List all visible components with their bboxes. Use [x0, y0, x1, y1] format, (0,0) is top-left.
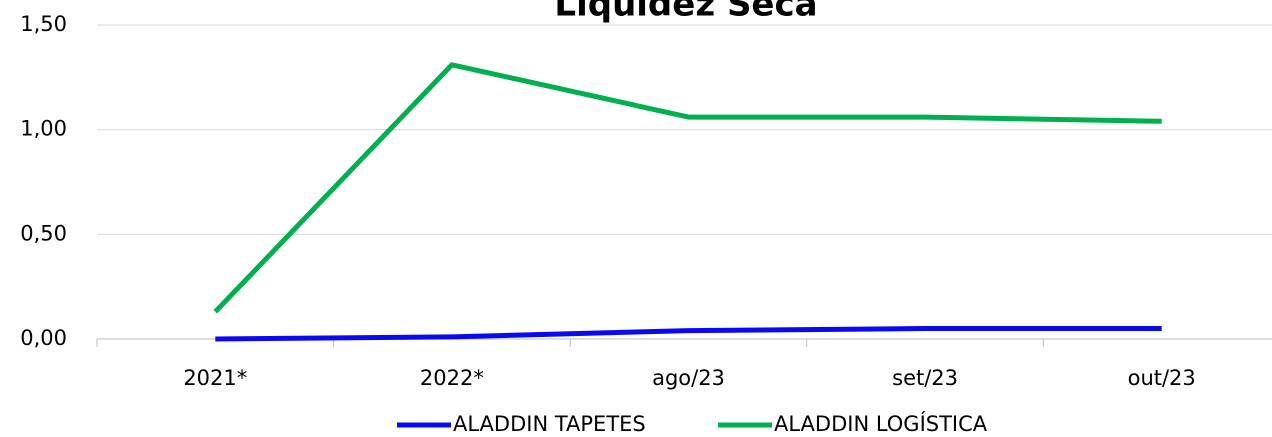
legend-label: ALADDIN TAPETES	[453, 412, 646, 436]
x-tick-label: out/23	[1128, 366, 1196, 390]
y-tick-label: 0,50	[20, 221, 67, 245]
legend-label: ALADDIN LOGÍSTICA	[774, 411, 988, 436]
x-tick-label: 2021*	[183, 366, 247, 390]
y-tick-label: 1,50	[20, 12, 67, 36]
x-tick-label: set/23	[892, 366, 958, 390]
x-tick-label: ago/23	[652, 366, 725, 390]
series-line	[215, 326, 1162, 342]
series-line	[213, 62, 1162, 314]
x-tick-label: 2022*	[420, 366, 484, 390]
y-tick-label: 1,00	[20, 117, 67, 141]
chart-title: Liquidez Seca	[554, 0, 817, 25]
y-tick-label: 0,00	[20, 326, 67, 350]
